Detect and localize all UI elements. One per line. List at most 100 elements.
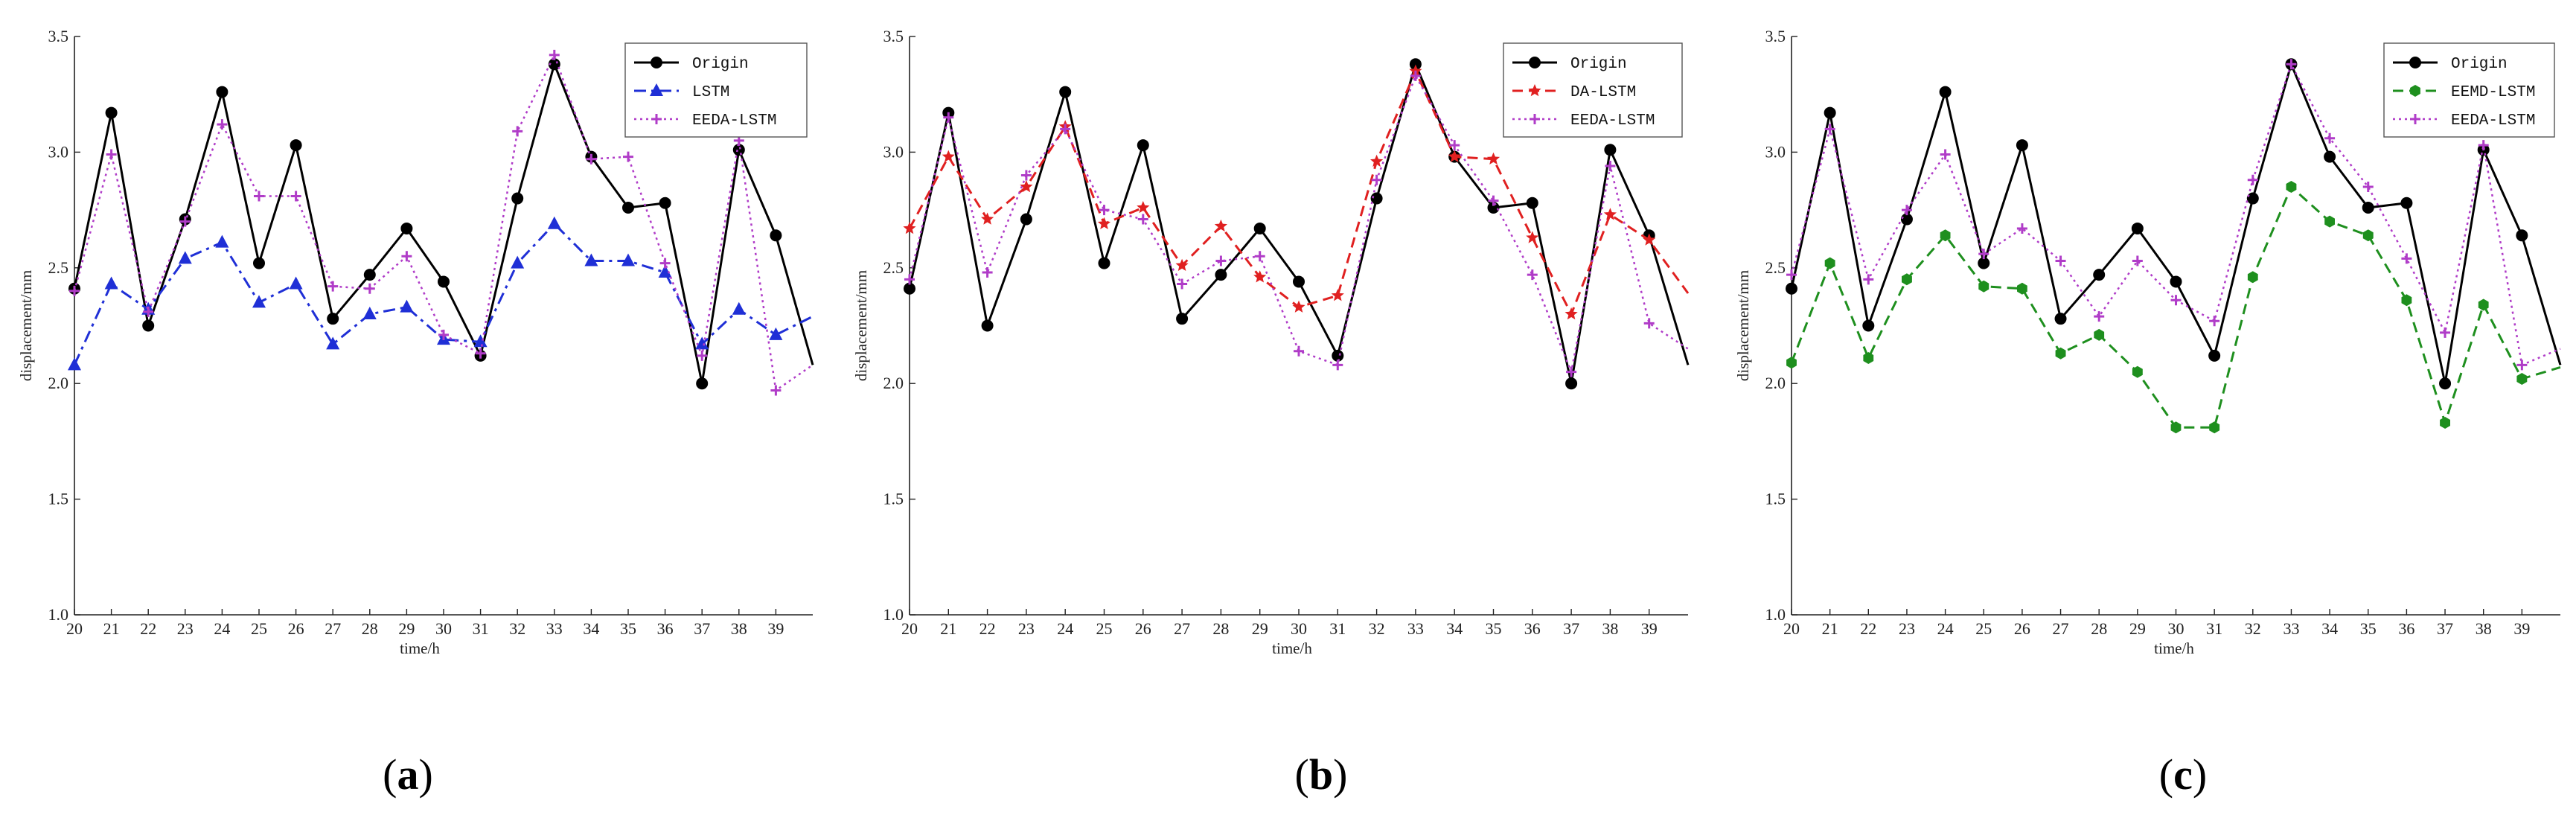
x-tick-label: 20	[66, 619, 83, 638]
data-point	[1020, 213, 1032, 226]
x-axis-label: time/h	[2154, 639, 2194, 657]
series-origin	[1786, 58, 2562, 390]
data-point	[473, 334, 488, 348]
data-point	[1097, 217, 1111, 229]
x-tick-label: 33	[2283, 619, 2299, 638]
chart-panel-a: 1.0 1.5 2.0 2.5 3.0 3.5 20 21 22 23 24 25 26 27 28 29 30…	[17, 27, 814, 799]
x-tick-label: 24	[214, 619, 230, 638]
data-point	[106, 149, 117, 160]
data-point	[400, 299, 414, 313]
data-point	[143, 306, 154, 317]
x-tick-label: 35	[2360, 619, 2377, 638]
data-point	[1824, 257, 1835, 269]
data-point	[1137, 201, 1150, 214]
series-line	[73, 54, 814, 392]
data-point	[1020, 170, 1032, 181]
data-point	[2170, 421, 2182, 434]
y-axis-label: displacement/mm	[852, 270, 870, 381]
x-tick-label: 33	[1407, 619, 1424, 638]
series-eeda-lstm	[904, 70, 1689, 377]
data-point	[2054, 313, 2067, 325]
x-tick-label: 36	[657, 619, 674, 638]
data-point	[2170, 295, 2182, 306]
x-tick-label: 30	[435, 619, 452, 638]
data-point	[2362, 201, 2374, 214]
panel-label: (b)	[1295, 750, 1348, 799]
data-point	[2055, 347, 2066, 360]
x-tick-label: 23	[177, 619, 194, 638]
x-tick-label: 20	[901, 619, 918, 638]
x-tick-label: 28	[1212, 619, 1229, 638]
x-tick-label: 20	[1783, 619, 1800, 638]
data-point	[1643, 318, 1655, 329]
data-point	[732, 144, 745, 156]
data-point	[732, 301, 746, 315]
data-point	[1863, 352, 1874, 364]
series-eeda-lstm	[1786, 59, 2561, 371]
data-point	[2093, 269, 2106, 281]
data-point	[2516, 373, 2528, 385]
data-point	[549, 49, 560, 60]
data-point	[1565, 377, 1578, 390]
data-point	[327, 313, 339, 325]
data-point	[1526, 197, 1538, 209]
data-point	[903, 222, 916, 234]
y-tick-label: 1.5	[1765, 490, 1786, 508]
x-tick-label: 28	[362, 619, 378, 638]
data-point	[1643, 233, 1656, 246]
x-tick-label: 34	[583, 619, 599, 638]
data-point	[621, 253, 635, 266]
y-tick-label: 2.0	[1765, 374, 1786, 392]
data-point	[1488, 195, 1499, 206]
x-tick-label: 37	[1563, 619, 1579, 638]
legend-label: EEDA-LSTM	[2451, 112, 2535, 130]
data-point	[2516, 360, 2528, 371]
y-tick-label: 1.0	[1765, 605, 1786, 624]
x-tick-label: 27	[2053, 619, 2069, 638]
series-origin	[904, 58, 1690, 390]
series-origin	[68, 58, 814, 390]
legend-label: Origin	[1570, 56, 1627, 73]
x-tick-label: 26	[2014, 619, 2030, 638]
data-point	[1940, 149, 1951, 160]
data-point	[1099, 205, 1110, 216]
x-tick-label: 34	[1446, 619, 1463, 638]
legend-marker	[651, 57, 662, 68]
y-tick-label: 2.0	[48, 374, 69, 392]
data-point	[364, 283, 375, 294]
data-point	[179, 216, 191, 227]
x-tick-label: 32	[2245, 619, 2261, 638]
data-point	[586, 153, 597, 164]
data-point	[1487, 201, 1500, 214]
data-point	[178, 251, 192, 264]
data-point	[2247, 174, 2258, 185]
data-point	[1604, 144, 1617, 156]
legend-marker	[1528, 84, 1541, 97]
data-point	[363, 269, 376, 281]
data-point	[1605, 161, 1616, 172]
legend-label: EEMD-LSTM	[2451, 84, 2535, 101]
legend: Origin DA-LSTM EEDA-LSTM	[1503, 42, 1683, 138]
x-tick-label: 29	[398, 619, 415, 638]
x-tick-label: 38	[1602, 619, 1618, 638]
data-point	[105, 106, 118, 119]
data-point	[69, 285, 80, 296]
x-tick-label: 35	[1486, 619, 1502, 638]
x-tick-label: 29	[2129, 619, 2146, 638]
data-point	[1370, 154, 1384, 167]
data-point	[2017, 282, 2027, 295]
data-point	[1526, 231, 1539, 243]
legend-marker	[2410, 114, 2420, 124]
data-point	[2516, 229, 2528, 242]
x-tick-label: 27	[325, 619, 341, 638]
data-point	[438, 275, 450, 288]
data-point	[1176, 313, 1189, 325]
x-tick-label: 23	[1899, 619, 1915, 638]
data-point	[362, 306, 377, 319]
x-tick-label: 36	[1524, 619, 1541, 638]
y-tick-label: 3.5	[48, 27, 69, 45]
data-point	[401, 251, 412, 262]
x-tick-label: 31	[1329, 619, 1346, 638]
data-point	[142, 319, 155, 332]
data-point	[511, 255, 525, 269]
